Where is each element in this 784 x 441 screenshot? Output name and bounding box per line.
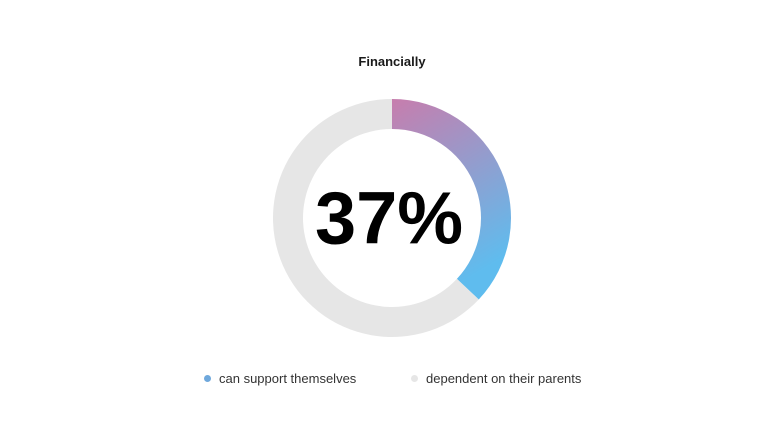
- legend-label: dependent on their parents: [426, 370, 582, 386]
- slice-can-support-themselves: [392, 99, 512, 300]
- legend-label: can support themselves: [219, 370, 357, 386]
- legend-dot-icon: [411, 374, 418, 382]
- legend: can support themselves dependent on thei…: [0, 369, 784, 387]
- chart-title: Financially: [358, 54, 426, 69]
- center-percentage-label: 37%: [315, 177, 463, 260]
- slice-dependent-on-parents: [273, 99, 479, 337]
- legend-dot-icon: [204, 374, 211, 382]
- legend-item-dependent: dependent on their parents: [411, 369, 581, 387]
- donut-slices: [273, 99, 512, 337]
- legend-item-support: can support themselves: [204, 369, 356, 387]
